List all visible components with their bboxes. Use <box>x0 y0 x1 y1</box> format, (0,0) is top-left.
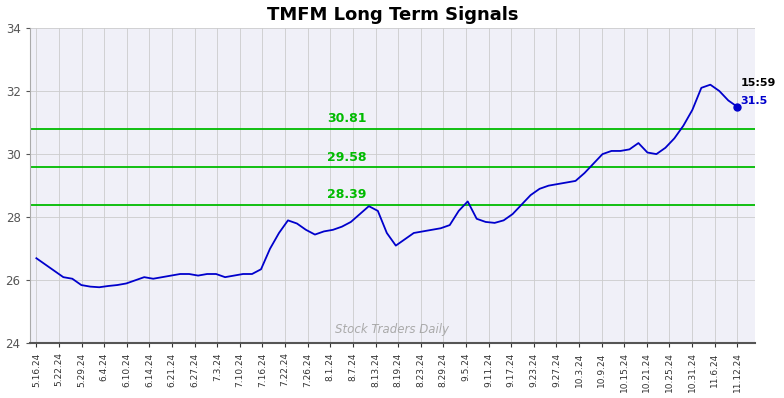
Text: 28.39: 28.39 <box>327 188 367 201</box>
Title: TMFM Long Term Signals: TMFM Long Term Signals <box>267 6 518 23</box>
Text: 29.58: 29.58 <box>327 150 367 164</box>
Text: 15:59: 15:59 <box>741 78 776 88</box>
Text: 30.81: 30.81 <box>327 112 367 125</box>
Text: 31.5: 31.5 <box>741 96 768 105</box>
Text: Stock Traders Daily: Stock Traders Daily <box>336 322 449 336</box>
